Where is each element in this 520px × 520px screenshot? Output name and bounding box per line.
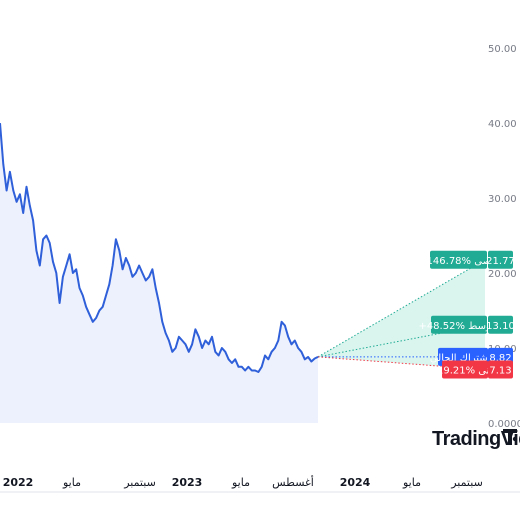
- tag-value: 21.77: [486, 256, 515, 267]
- forecast-cone: [318, 259, 485, 370]
- tag-label-bg: [442, 360, 488, 379]
- x-tick-label: أغسطس: [272, 475, 314, 489]
- y-tick-label: 40.00: [488, 119, 517, 130]
- x-tick-label: مايو: [231, 476, 250, 489]
- y-tick-label: 30.00: [488, 194, 517, 205]
- tag-value-bg: [488, 250, 513, 269]
- x-tick-label: مايو: [62, 476, 81, 489]
- forecast-average-line: [317, 324, 486, 358]
- y-tick-label: 20.00: [488, 269, 517, 280]
- tradingview-logo: TradingView: [432, 428, 520, 450]
- x-tick-label: 2024: [340, 476, 371, 489]
- tag-value-bg: [488, 360, 513, 379]
- x-tick-label: 2022: [3, 476, 34, 489]
- price-series: [0, 123, 319, 423]
- x-tick-label: مايو: [402, 476, 421, 489]
- price-area: [0, 123, 318, 423]
- tag-label-bg: [430, 250, 487, 269]
- tag-label: -19.21% أدنى: [433, 364, 496, 377]
- x-tick-label: 2023: [172, 476, 203, 489]
- svg-text:TradingView: TradingView: [432, 428, 520, 450]
- y-tick-label: 50.00: [488, 44, 517, 55]
- x-tick-label: سبتمبر: [123, 476, 156, 489]
- tag-label: +48.52% متوسط: [418, 321, 499, 332]
- tag-value: 13.10: [486, 321, 515, 332]
- forecast-high-line: [317, 259, 486, 358]
- tag-value-bg: [488, 315, 513, 334]
- x-tick-label: سبتمبر: [450, 476, 483, 489]
- tradingview-mark-icon: [503, 429, 518, 445]
- x-axis: 2022 مايو سبتمبر 2023 مايو أغسطس 2024 مايو سبتمب…: [3, 475, 483, 489]
- tag-value: 8.82: [489, 353, 511, 364]
- forecast-layer: [317, 259, 486, 371]
- tag-label-bg: [431, 315, 487, 334]
- price-line: [0, 123, 319, 373]
- tag-label: الاشتراك الحالي: [430, 353, 496, 364]
- tag-label: +146.78% أقصى: [418, 254, 499, 267]
- tag-value: 7.13: [489, 366, 511, 377]
- y-tick-label: 0.0000: [488, 419, 520, 430]
